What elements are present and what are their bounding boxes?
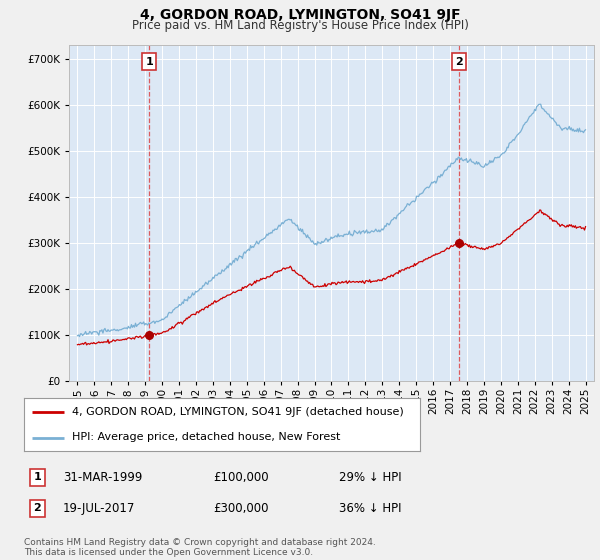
Text: 4, GORDON ROAD, LYMINGTON, SO41 9JF (detached house): 4, GORDON ROAD, LYMINGTON, SO41 9JF (det… — [71, 408, 403, 418]
Text: £300,000: £300,000 — [213, 502, 269, 515]
Text: 36% ↓ HPI: 36% ↓ HPI — [339, 502, 401, 515]
Text: 2: 2 — [455, 57, 463, 67]
Text: Contains HM Land Registry data © Crown copyright and database right 2024.
This d: Contains HM Land Registry data © Crown c… — [24, 538, 376, 557]
Text: 31-MAR-1999: 31-MAR-1999 — [63, 470, 142, 484]
Text: 4, GORDON ROAD, LYMINGTON, SO41 9JF: 4, GORDON ROAD, LYMINGTON, SO41 9JF — [140, 8, 460, 22]
Text: Price paid vs. HM Land Registry's House Price Index (HPI): Price paid vs. HM Land Registry's House … — [131, 19, 469, 32]
Text: HPI: Average price, detached house, New Forest: HPI: Average price, detached house, New … — [71, 432, 340, 442]
Text: 19-JUL-2017: 19-JUL-2017 — [63, 502, 136, 515]
Text: 1: 1 — [34, 472, 41, 482]
Text: £100,000: £100,000 — [213, 470, 269, 484]
Text: 2: 2 — [34, 503, 41, 514]
Text: 29% ↓ HPI: 29% ↓ HPI — [339, 470, 401, 484]
Text: 1: 1 — [146, 57, 154, 67]
